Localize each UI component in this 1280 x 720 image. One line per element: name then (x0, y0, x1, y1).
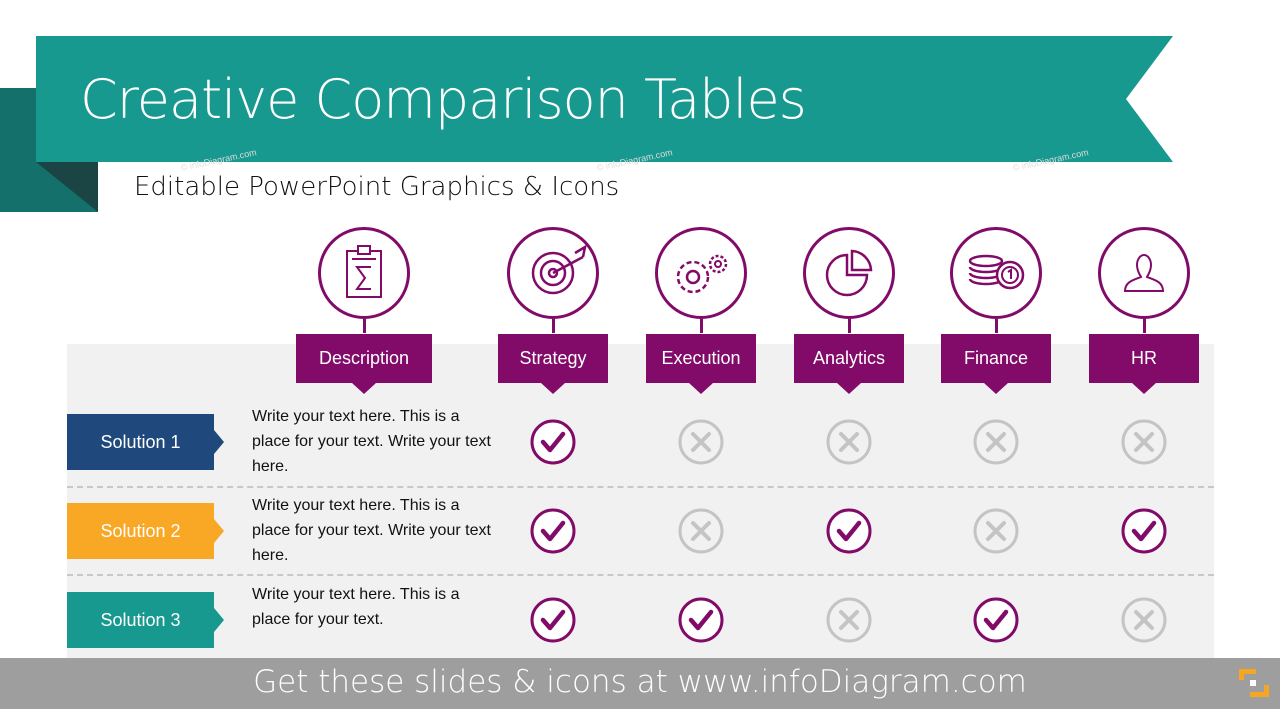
cross-icon (826, 597, 872, 643)
column-icon-circle (1098, 227, 1190, 319)
row-description: Write your text here. This is a place fo… (252, 586, 460, 628)
row-label-solution-3: Solution 3 (67, 592, 224, 648)
check-icon (530, 508, 576, 554)
column-icon-circle (655, 227, 747, 319)
column-icon-circle (507, 227, 599, 319)
cross-icon (973, 508, 1019, 554)
table-panel (67, 344, 1214, 665)
check-icon (530, 597, 576, 643)
footer-bar (0, 658, 1280, 709)
column-header-strategy: Strategy (498, 334, 608, 394)
row-divider (67, 486, 1214, 488)
row-description: Write your text here. This is a place fo… (252, 497, 491, 564)
page-subtitle: Editable PowerPoint Graphics & Icons (134, 172, 620, 202)
column-icon-circle (803, 227, 895, 319)
column-stem (1143, 319, 1146, 333)
cross-icon (678, 508, 724, 554)
column-header-finance: Finance (941, 334, 1051, 394)
row-divider (67, 574, 1214, 576)
check-icon (826, 508, 872, 554)
header-fold-shadow (36, 162, 98, 212)
column-icon-circle (950, 227, 1042, 319)
row-description: Write your text here. This is a place fo… (252, 408, 491, 475)
person-icon (1123, 254, 1165, 292)
check-icon (1121, 508, 1167, 554)
column-stem (848, 319, 851, 333)
column-header-description: Description (296, 334, 432, 394)
column-icon-circle (318, 227, 410, 319)
check-icon (530, 419, 576, 465)
column-stem (700, 319, 703, 333)
page-title: Creative Comparison Tables (80, 68, 807, 131)
column-header-hr: HR (1089, 334, 1199, 394)
column-stem (995, 319, 998, 333)
cross-icon (973, 419, 1019, 465)
target-arrow-icon (531, 244, 587, 295)
row-label-solution-2: Solution 2 (67, 503, 224, 559)
title-banner (36, 36, 1173, 162)
footer-link[interactable]: Get these slides & icons at www.infoDiag… (253, 664, 1027, 700)
row-label-solution-1: Solution 1 (67, 414, 224, 470)
cross-icon (1121, 419, 1167, 465)
coins-icon (968, 254, 1025, 290)
check-icon (678, 597, 724, 643)
cross-icon (1121, 597, 1167, 643)
infodiagram-logo-icon (1239, 669, 1269, 697)
column-header-analytics: Analytics (794, 334, 904, 394)
clipboard-sigma-icon (346, 245, 382, 298)
column-header-execution: Execution (646, 334, 756, 394)
cross-icon (826, 419, 872, 465)
check-icon (973, 597, 1019, 643)
column-stem (552, 319, 555, 333)
column-stem (363, 319, 366, 333)
pie-chart-icon (825, 249, 873, 297)
gears-icon (676, 254, 728, 294)
cross-icon (678, 419, 724, 465)
